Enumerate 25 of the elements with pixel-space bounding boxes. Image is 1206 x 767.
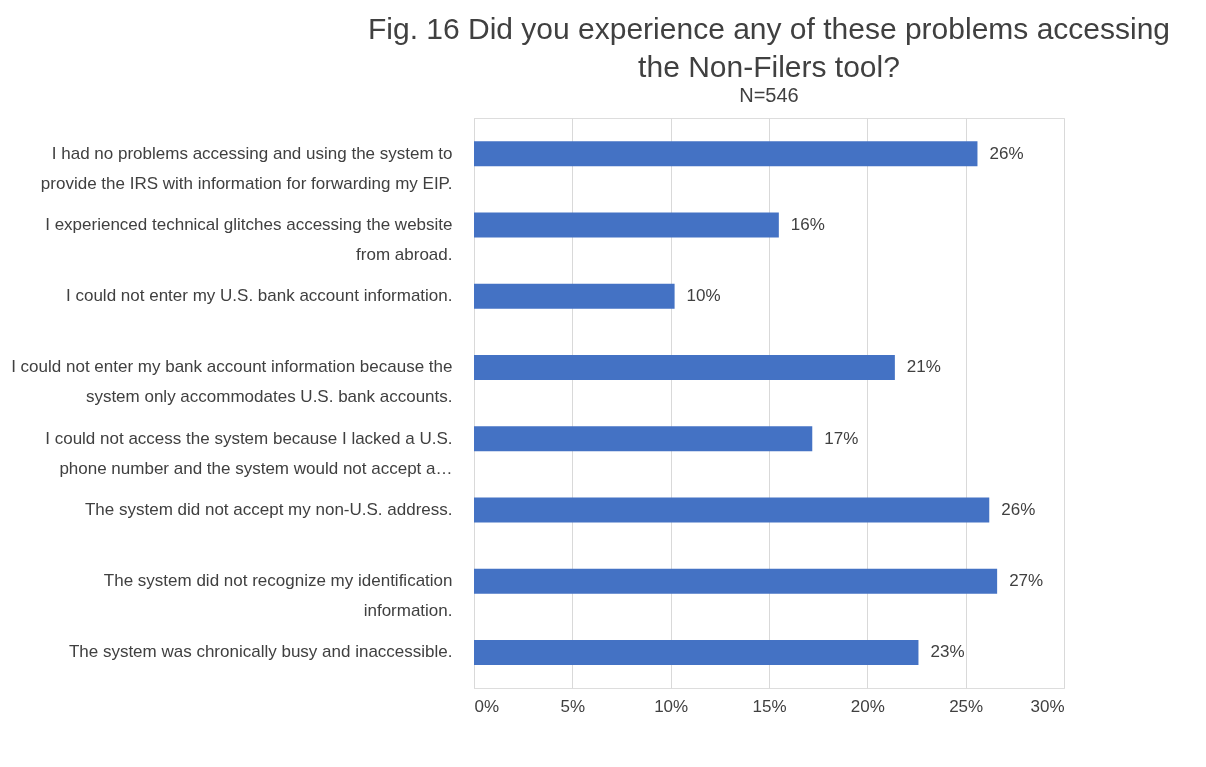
x-tick-label: 30% <box>1030 696 1065 716</box>
x-tick-label: 10% <box>654 696 689 716</box>
y-tick-label: I experienced technical glitches accessing the website from abroad. <box>45 214 453 264</box>
x-tick-label: 20% <box>850 696 885 716</box>
data-label: 17% <box>824 428 859 448</box>
data-label: 16% <box>790 214 825 234</box>
x-tick-label: 0% <box>474 696 500 716</box>
x-tick-label: 5% <box>560 696 586 716</box>
y-tick-label: The system did not recognize my identification information. <box>103 571 453 621</box>
data-label: 26% <box>989 143 1024 163</box>
x-tick-label: 15% <box>752 696 787 716</box>
chart-title: Fig. 16 Did you experience any of these problems accessing the Non-Filers tool? <box>367 12 1171 83</box>
y-tick-label: I could not enter my U.S. bank account information. <box>66 286 453 306</box>
y-tick-label: I had no problems accessing and using the system to provide the IRS with information for forwarding my EIP. <box>40 143 453 193</box>
data-label: 10% <box>686 286 721 306</box>
data-label: 26% <box>1001 499 1036 519</box>
data-label: 23% <box>930 642 965 662</box>
y-tick-label: The system did not accept my non-U.S. address. <box>84 499 453 519</box>
y-tick-label: The system was chronically busy and inaccessible. <box>68 642 453 662</box>
chart-subtitle: N=546 <box>739 84 799 106</box>
x-tick-label: 25% <box>949 696 984 716</box>
data-label: 21% <box>906 357 941 377</box>
y-tick-label: I could not enter my bank account information because the system only accommodates U.S. bank accounts. <box>11 357 453 407</box>
y-tick-label: I could not access the system because I lacked a U.S. phone number and the system would not accept a… <box>45 428 453 478</box>
data-label: 27% <box>1009 571 1044 591</box>
